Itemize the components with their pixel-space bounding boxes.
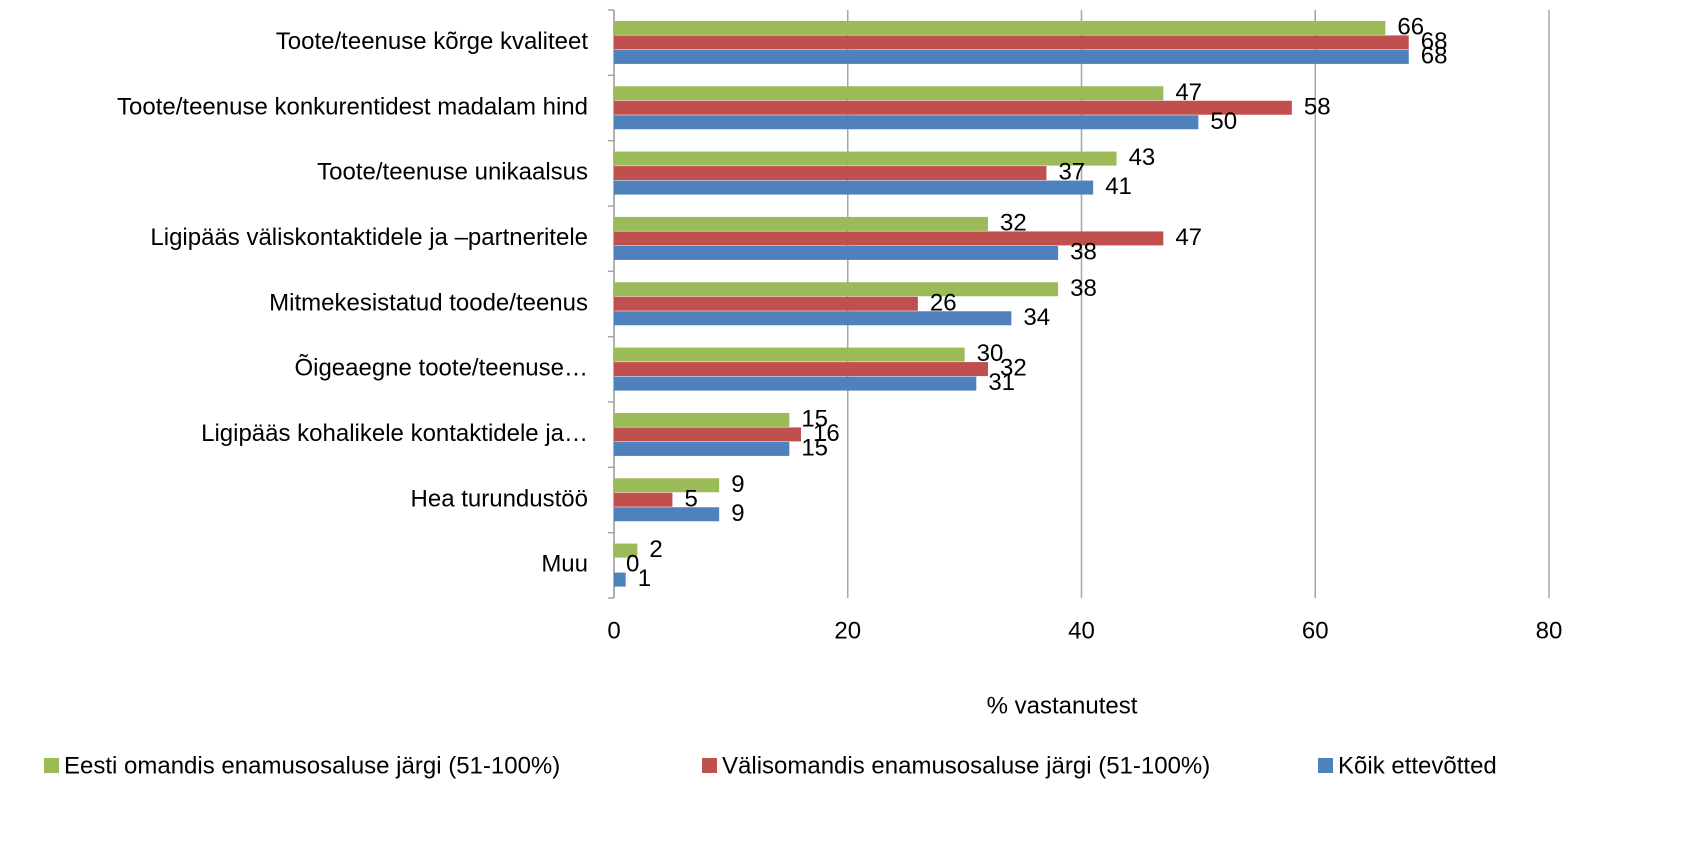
bar [614,282,1059,297]
bar [614,20,1386,35]
bar [614,543,638,558]
bar [614,441,790,456]
x-tick-label: 0 [607,617,620,644]
value-label: 5 [684,485,697,512]
value-label: 68 [1421,28,1448,55]
bar [614,245,1059,260]
bar [614,166,1047,181]
x-axis-label: % vastanutest [987,692,1138,719]
value-label: 1 [638,565,651,592]
legend-swatch [1318,758,1333,773]
value-label: 15 [801,406,828,433]
value-label: 0 [626,551,639,578]
value-label: 16 [813,420,840,447]
bar [614,296,918,311]
y-tick-label: Toote/teenuse konkurentidest madalam hin… [117,93,588,120]
bar [614,49,1409,64]
bar [614,362,988,377]
x-tick-label: 60 [1302,617,1329,644]
y-tick-label: Mitmekesistatud toode/teenus [269,289,588,316]
bar [614,507,720,522]
bar [614,100,1292,115]
bar [614,35,1409,50]
bar [614,478,720,493]
y-tick-label: Ligipääs väliskontaktidele ja –partnerit… [150,224,588,251]
legend-label: Kõik ettevõtted [1338,752,1497,779]
bar [614,492,673,507]
y-tick-label: Muu [541,551,588,578]
legend-swatch [44,758,59,773]
value-label: 2 [649,536,662,563]
legend-label: Eesti omandis enamusosaluse järgi (51-10… [64,752,560,779]
value-label: 9 [731,500,744,527]
value-label: 47 [1175,224,1202,251]
y-tick-label: Õigeaegne toote/teenuse… [294,354,588,382]
x-tick-label: 40 [1068,617,1095,644]
x-tick-label: 20 [834,617,861,644]
value-label: 68 [1421,43,1448,70]
bar [614,376,977,391]
bar [614,86,1164,101]
bar [614,412,790,427]
bar [614,347,965,362]
value-label: 50 [1210,108,1237,135]
y-tick-label: Ligipääs kohalikele kontaktidele ja… [201,420,588,447]
legend-label: Välisomandis enamusosaluse järgi (51-100… [722,752,1210,779]
value-label: 34 [1023,304,1050,331]
value-label: 58 [1304,93,1331,120]
y-tick-label: Hea turundustöö [411,485,588,512]
value-label: 41 [1105,173,1132,200]
value-label: 15 [801,435,828,462]
value-label: 43 [1129,144,1156,171]
bar [614,180,1094,195]
legend-swatch [702,758,717,773]
x-tick-label: 80 [1536,617,1563,644]
value-label: 9 [731,471,744,498]
bar [614,427,801,442]
bar [614,572,626,587]
bar [614,151,1117,166]
bar [614,216,988,231]
bar [614,311,1012,326]
value-label: 32 [1000,355,1027,382]
value-label: 31 [988,369,1015,396]
y-tick-label: Toote/teenuse kõrge kvaliteet [276,28,589,55]
value-label: 38 [1070,275,1097,302]
bar [614,115,1199,130]
value-label: 38 [1070,239,1097,266]
bar [614,231,1164,246]
y-tick-label: Toote/teenuse unikaalsus [317,159,588,186]
